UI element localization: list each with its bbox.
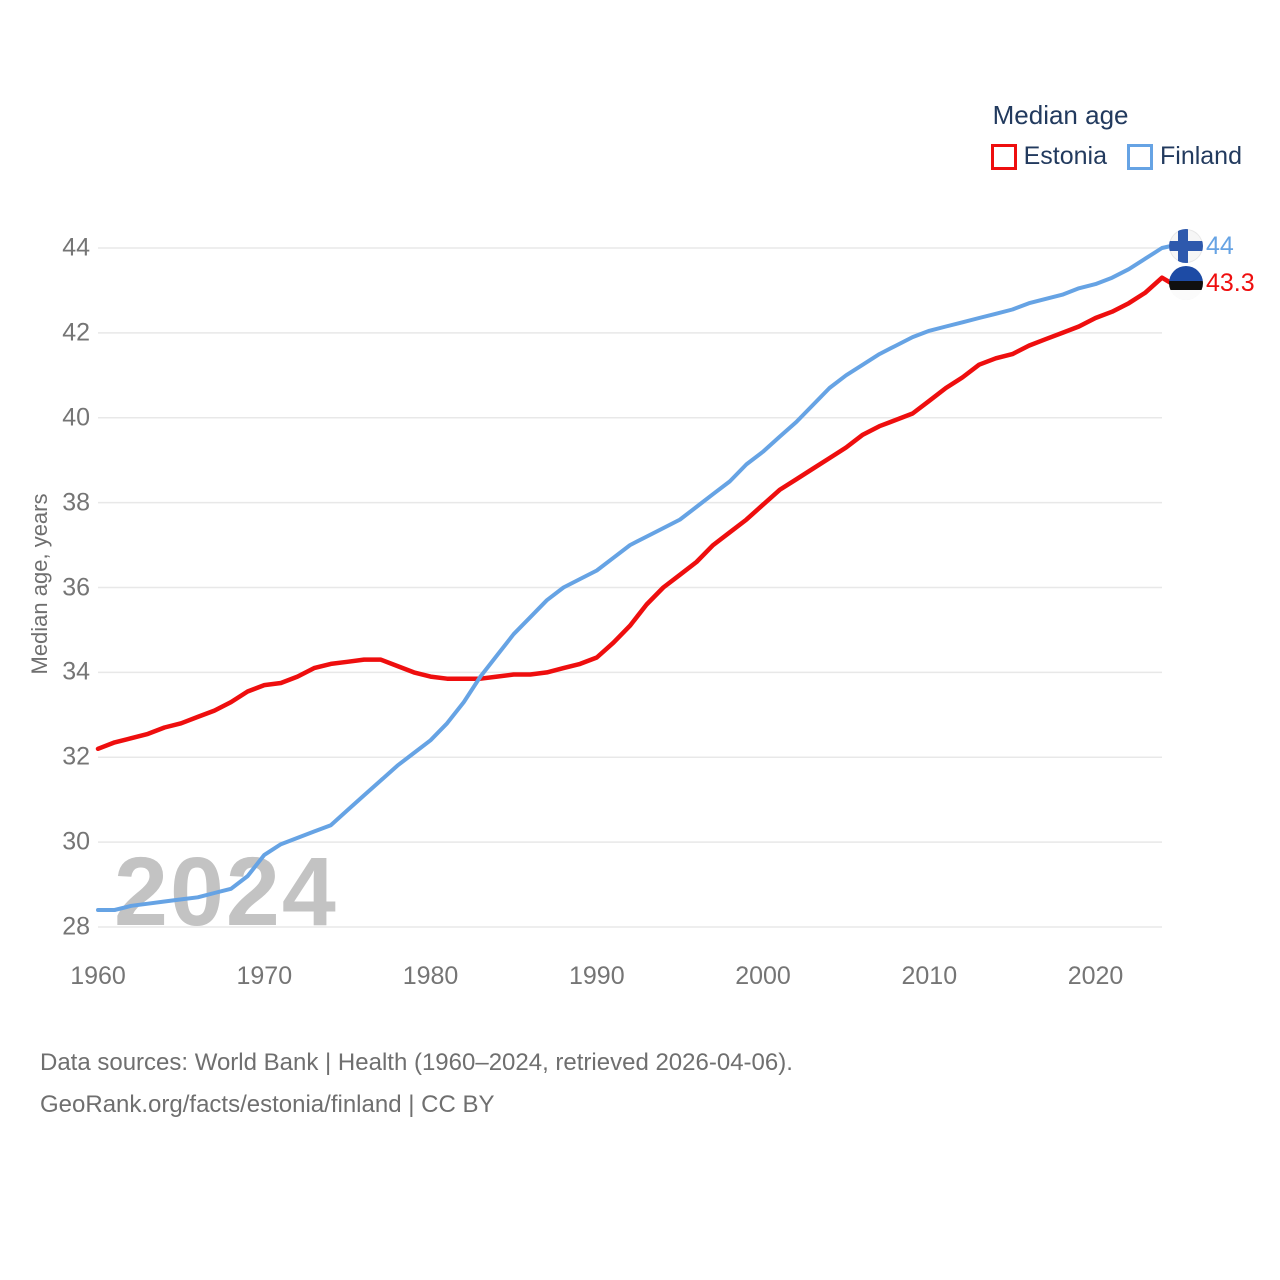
legend-item-estonia[interactable]: Estonia <box>990 142 1107 171</box>
estonia-flag-blue-stripe <box>1169 266 1203 281</box>
x-axis-tick-label: 2010 <box>901 962 958 990</box>
y-axis-tick-label: 32 <box>62 742 90 771</box>
estonia-series-swatch-icon <box>990 143 1017 170</box>
finland-flag-cross-vertical <box>1178 229 1188 263</box>
y-axis-tick-label: 28 <box>62 912 90 941</box>
estonia-flag-white-stripe <box>1169 290 1203 300</box>
legend-label-finland: Finland <box>1160 142 1242 170</box>
footer: Data sources: World Bank | Health (1960–… <box>40 1042 793 1126</box>
legend-title: Median age <box>992 100 1129 130</box>
legend-label-estonia: Estonia <box>1023 142 1107 170</box>
finland-end-value: 44 <box>1206 232 1234 260</box>
series-line-finland[interactable] <box>96 244 1173 912</box>
chart-plot-area[interactable] <box>98 248 1162 927</box>
y-axis-tick-label: 44 <box>62 233 90 262</box>
estonia-flag-black-stripe <box>1169 281 1203 290</box>
y-axis-tick-label: 42 <box>62 318 90 347</box>
finland-series-swatch-icon <box>1127 143 1153 170</box>
estonia-end-value: 43.3 <box>1206 269 1255 297</box>
estonia-flag-icon <box>1169 266 1203 300</box>
x-axis-tick-label: 1960 <box>70 962 126 990</box>
footer-data-sources: Data sources: World Bank | Health (1960–… <box>40 1049 793 1076</box>
legend-item-finland[interactable]: Finland <box>1127 142 1242 171</box>
finland-flag-icon <box>1169 229 1203 263</box>
x-axis-tick-label: 1990 <box>568 962 625 990</box>
legend-row: Estonia Finland <box>990 142 1242 171</box>
y-axis-tick-label: 38 <box>62 488 90 517</box>
y-axis-tick-label: 36 <box>62 573 90 601</box>
x-axis-tick-label: 1970 <box>236 962 293 990</box>
x-axis-tick-label: 2020 <box>1067 962 1124 990</box>
legend: Median age Estonia Finland <box>990 100 1242 171</box>
y-axis-tick-label: 34 <box>62 657 90 686</box>
y-axis-tick-label: 30 <box>62 827 90 856</box>
x-axis-tick-label: 2000 <box>735 962 791 990</box>
x-axis-tick-label: 1980 <box>402 962 459 990</box>
y-axis-tick-label: 40 <box>62 403 90 432</box>
series-line-estonia[interactable] <box>95 275 1174 752</box>
footer-attribution: GeoRank.org/facts/estonia/finland | CC B… <box>40 1091 495 1118</box>
